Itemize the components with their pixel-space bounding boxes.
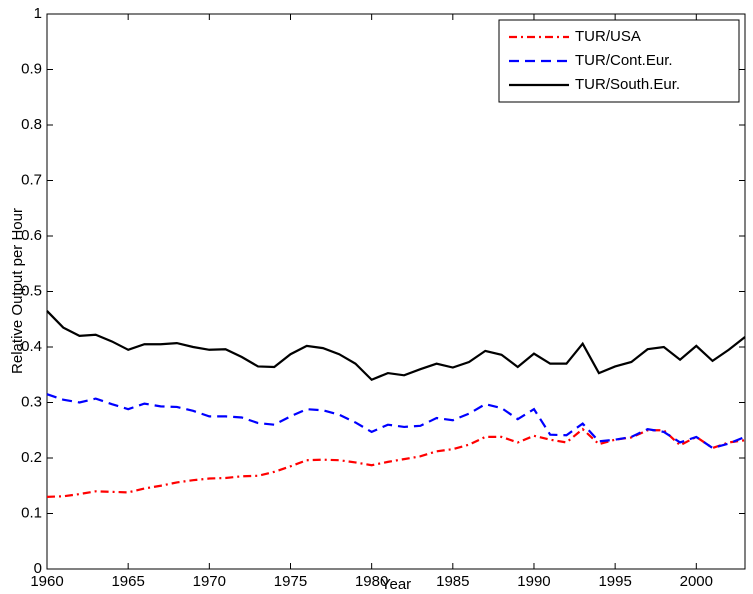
x-tick-label: 1970 <box>193 573 226 590</box>
data-line <box>46 427 746 498</box>
plot-area <box>46 13 746 570</box>
x-tick-label: 2000 <box>680 573 713 590</box>
x-axis-label: Year <box>381 576 411 593</box>
x-tick-label: 1965 <box>111 573 144 590</box>
y-axis-label: Relative Output per Hour <box>9 208 26 374</box>
y-tick-label: 0.9 <box>21 60 42 77</box>
x-tick-label: 1985 <box>436 573 469 590</box>
y-tick-label: 0.5 <box>21 282 42 299</box>
legend-label: TUR/South.Eur. <box>575 76 680 93</box>
legend-box <box>498 19 740 103</box>
y-tick-label: 0.8 <box>21 116 42 133</box>
x-tick-label: 1995 <box>598 573 631 590</box>
x-tick-label: 1990 <box>517 573 550 590</box>
legend-label: TUR/Cont.Eur. <box>575 52 673 69</box>
y-tick-label: 0.3 <box>21 393 42 410</box>
y-tick-label: 0.1 <box>21 504 42 521</box>
legend-label: TUR/USA <box>575 28 641 45</box>
y-tick-label: 0 <box>34 560 42 577</box>
y-tick-label: 0.7 <box>21 171 42 188</box>
data-line <box>46 310 746 382</box>
y-tick-label: 0.4 <box>21 338 42 355</box>
data-line <box>46 393 746 450</box>
y-tick-label: 0.2 <box>21 449 42 466</box>
y-tick-label: 1 <box>34 5 42 22</box>
x-tick-label: 1960 <box>30 573 63 590</box>
x-tick-label: 1975 <box>274 573 307 590</box>
x-tick-label: 1980 <box>355 573 388 590</box>
y-tick-label: 0.6 <box>21 227 42 244</box>
